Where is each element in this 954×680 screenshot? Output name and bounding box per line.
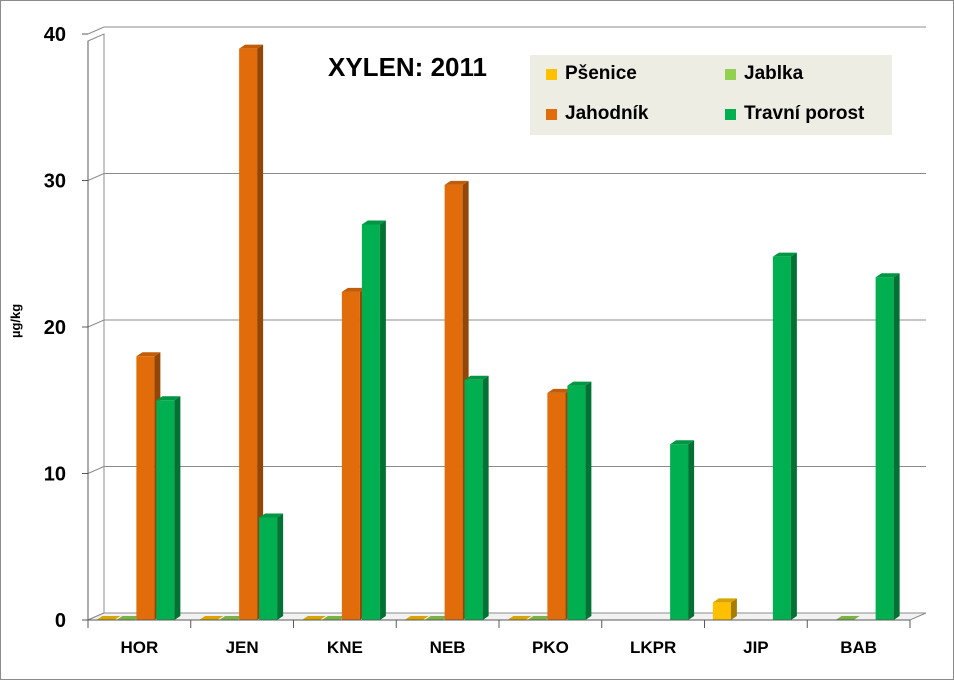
y-tick-label: 40 <box>44 24 66 46</box>
bar-jablka-hor <box>116 616 141 620</box>
bar-travni-porost-neb <box>464 375 489 620</box>
bar-jablka-bab <box>835 616 860 620</box>
legend: Pšenice Jablka Jahodník Travní porost <box>530 55 892 135</box>
bar-travni-porost-bab <box>875 273 900 620</box>
bar-jablka-kne <box>321 616 346 620</box>
bar-travni-porost-kne <box>361 220 386 620</box>
bar-jablka-jen <box>219 616 244 620</box>
legend-item-jablka: Jablka <box>725 63 803 85</box>
gridline-diagonal <box>87 26 105 35</box>
legend-label-psenice: Pšenice <box>565 63 637 84</box>
legend-swatch-psenice <box>546 68 557 80</box>
gridline-diagonal <box>87 173 105 181</box>
bar-travni-porost-jen <box>259 513 284 620</box>
legend-swatch-travni-porost <box>725 108 736 120</box>
bar-psenice-jen <box>199 616 224 620</box>
x-tick-label-jen: JEN <box>226 638 259 657</box>
chart-title: XYLEN: 2011 <box>328 52 487 82</box>
bar-psenice-jip <box>712 598 737 620</box>
bar-travni-porost-pko <box>567 381 592 620</box>
bar-psenice-neb <box>404 616 429 620</box>
bar-travni-porost-hor <box>156 396 181 620</box>
bar-jablka-neb <box>424 616 449 620</box>
legend-label-jahodnik: Jahodník <box>565 103 649 124</box>
gridline-diagonal <box>87 319 105 328</box>
bar-jablka-pko <box>527 616 552 620</box>
x-tick-label-kne: KNE <box>327 638 363 657</box>
x-tick-label-bab: BAB <box>840 638 877 657</box>
bar-travni-porost-jip <box>772 252 797 620</box>
bar-psenice-kne <box>301 616 326 620</box>
x-tick-label-pko: PKO <box>532 638 569 657</box>
bar-psenice-hor <box>96 616 121 620</box>
x-tick-label-lkpr: LKPR <box>630 638 676 657</box>
axis-layer: 0 10 20 30 40 HOR JEN KNE NEB PKO LKPR JIP BAB <box>44 24 911 657</box>
y-tick-label: 0 <box>55 610 66 632</box>
gridline-diagonal <box>87 466 105 474</box>
y-tick-label: 30 <box>44 171 66 193</box>
legend-swatch-jablka <box>725 68 736 80</box>
bar-travni-porost-lkpr <box>670 440 695 620</box>
bar-jahodnik-jen <box>239 44 264 620</box>
bar-psenice-pko <box>507 616 532 620</box>
side-wall <box>87 33 105 621</box>
legend-item-travni-porost: Travní porost <box>725 103 864 125</box>
legend-label-travni-porost: Travní porost <box>744 103 865 124</box>
y-axis-label: µg/kg <box>8 303 23 338</box>
legend-item-psenice: Pšenice <box>546 63 637 85</box>
bars-layer <box>96 44 900 620</box>
x-tick-label-neb: NEB <box>430 638 466 657</box>
x-tick-label-hor: HOR <box>120 638 158 657</box>
x-tick-label-jip: JIP <box>743 638 769 657</box>
y-tick-label: 20 <box>44 317 66 339</box>
y-tick-label: 10 <box>44 464 66 486</box>
legend-label-jablka: Jablka <box>744 63 804 84</box>
legend-swatch-jahodnik <box>546 108 557 120</box>
legend-item-jahodnik: Jahodník <box>546 103 648 125</box>
